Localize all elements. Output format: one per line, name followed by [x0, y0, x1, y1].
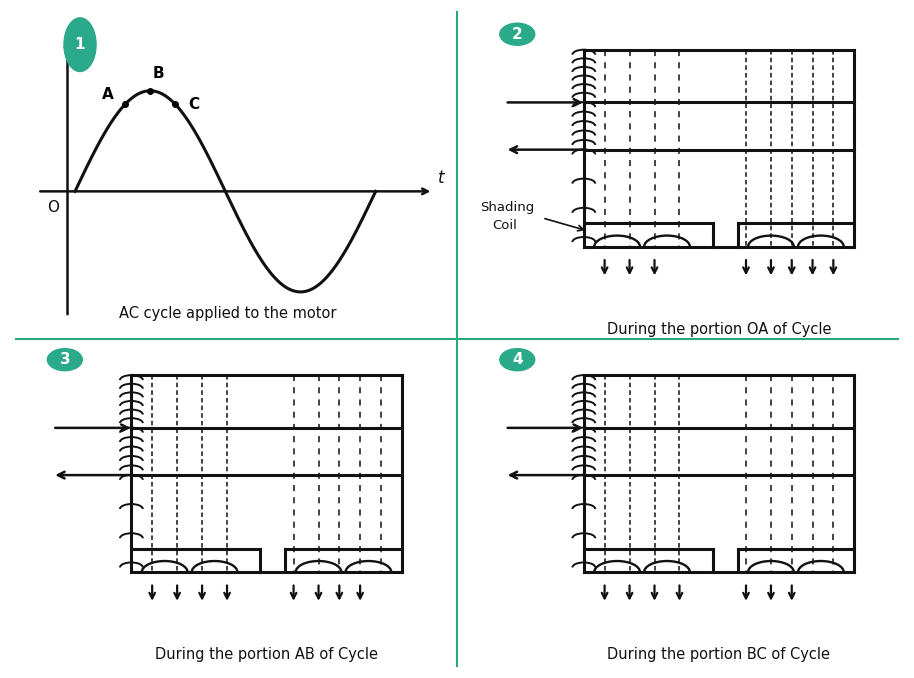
- Text: During the portion AB of Cycle: During the portion AB of Cycle: [155, 647, 378, 662]
- Circle shape: [64, 18, 96, 71]
- Text: B: B: [153, 66, 165, 81]
- Circle shape: [500, 348, 535, 371]
- Circle shape: [500, 23, 535, 45]
- Text: During the portion BC of Cycle: During the portion BC of Cycle: [608, 647, 831, 662]
- Text: C: C: [187, 97, 199, 112]
- Text: AC cycle applied to the motor: AC cycle applied to the motor: [119, 306, 336, 321]
- Circle shape: [48, 348, 82, 371]
- Text: O: O: [48, 200, 59, 215]
- Text: Coil: Coil: [493, 219, 517, 233]
- Text: 2: 2: [512, 26, 523, 42]
- Text: A: A: [101, 87, 113, 102]
- Text: i: i: [73, 39, 78, 57]
- Text: 1: 1: [75, 37, 85, 52]
- Text: 4: 4: [512, 352, 523, 367]
- Text: t: t: [439, 169, 445, 187]
- Text: During the portion OA of Cycle: During the portion OA of Cycle: [607, 321, 831, 336]
- Text: 3: 3: [59, 352, 70, 367]
- Text: Shading: Shading: [480, 201, 534, 214]
